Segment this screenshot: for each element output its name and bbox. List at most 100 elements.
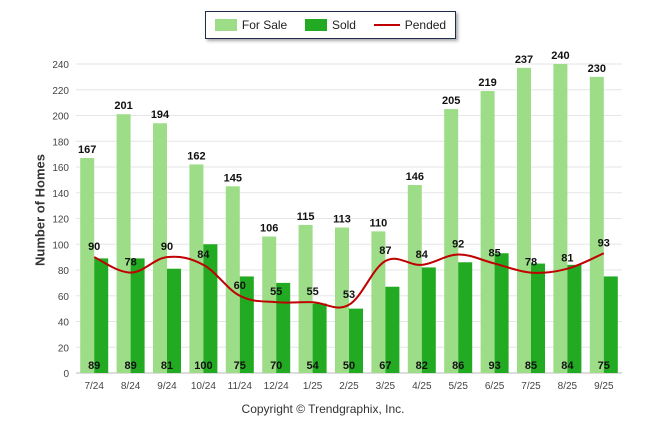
x-tick-label: 8/24 (121, 381, 141, 392)
bar-sold (421, 267, 436, 373)
data-label-sold: 100 (194, 360, 212, 372)
bar-for-sale (517, 67, 531, 374)
y-tick-label: 160 (52, 163, 69, 174)
bar-sold (385, 286, 400, 373)
data-label-pended: 84 (197, 249, 210, 261)
data-label-sold: 81 (161, 360, 173, 372)
bar-for-sale (407, 185, 422, 373)
y-tick-label: 140 (52, 189, 69, 200)
bar-sold (130, 258, 145, 373)
data-label-for-sale: 230 (588, 63, 606, 75)
x-tick-label: 7/24 (84, 381, 104, 392)
data-label-pended: 87 (379, 245, 391, 257)
bar-for-sale (116, 114, 131, 374)
y-tick-label: 240 (52, 60, 69, 71)
bar-for-sale (589, 76, 604, 373)
y-tick-label: 80 (58, 266, 70, 277)
data-label-for-sale: 106 (260, 223, 278, 235)
x-tick-label: 6/25 (485, 381, 505, 392)
data-label-sold: 50 (343, 360, 355, 372)
data-label-sold: 75 (234, 360, 246, 372)
data-label-pended: 81 (561, 253, 573, 265)
bar-for-sale (335, 227, 349, 373)
y-tick-label: 40 (58, 318, 70, 329)
data-label-for-sale: 162 (187, 150, 205, 162)
data-label-for-sale: 113 (333, 214, 351, 226)
y-tick-label: 180 (52, 137, 69, 148)
data-label-for-sale: 219 (478, 77, 496, 89)
y-tick-label: 220 (52, 86, 69, 97)
data-label-sold: 89 (124, 360, 136, 372)
x-tick-label: 8/25 (558, 381, 578, 392)
bar-for-sale (153, 123, 167, 373)
y-tick-label: 0 (63, 369, 69, 380)
y-tick-label: 120 (52, 215, 69, 226)
legend-swatch-pended (373, 24, 400, 26)
bar-for-sale (262, 236, 277, 373)
bar-sold (349, 308, 363, 373)
data-label-pended: 55 (306, 286, 318, 298)
data-label-pended: 90 (161, 241, 173, 253)
bar-for-sale (480, 91, 495, 373)
legend-swatch-sold (304, 19, 327, 31)
legend-item-sold[interactable]: Sold (304, 18, 356, 32)
bar-for-sale (298, 224, 313, 373)
bar-for-sale (444, 109, 459, 373)
data-label-sold: 89 (88, 360, 100, 372)
bar-sold (531, 263, 545, 373)
y-tick-label: 100 (52, 240, 69, 251)
bar-sold (276, 282, 291, 373)
data-label-pended: 78 (124, 257, 136, 269)
data-label-sold: 84 (561, 360, 574, 372)
y-tick-label: 20 (58, 343, 70, 354)
y-tick-label: 60 (58, 292, 70, 303)
bar-for-sale (553, 64, 568, 373)
bar-sold (203, 244, 218, 373)
data-label-sold: 85 (525, 360, 537, 372)
data-label-pended: 60 (234, 280, 246, 292)
x-tick-label: 7/25 (521, 381, 541, 392)
bar-sold (603, 276, 618, 373)
data-label-pended: 78 (525, 257, 537, 269)
bar-sold (312, 303, 327, 373)
data-label-sold: 82 (416, 360, 428, 372)
data-label-pended: 84 (416, 249, 429, 261)
legend-swatch-for-sale (214, 19, 237, 31)
data-label-pended: 55 (270, 286, 282, 298)
legend-item-pended[interactable]: Pended (373, 18, 447, 32)
x-tick-label: 9/24 (157, 381, 177, 392)
data-label-for-sale: 205 (442, 95, 460, 107)
x-tick-label: 9/25 (594, 381, 614, 392)
bar-sold (167, 268, 181, 373)
data-label-for-sale: 201 (114, 100, 132, 112)
x-tick-label: 4/25 (412, 381, 432, 392)
data-label-for-sale: 240 (551, 50, 569, 62)
x-tick-label: 12/24 (264, 381, 289, 392)
bar-for-sale (371, 231, 386, 373)
data-label-pended: 92 (452, 239, 464, 251)
data-label-sold: 70 (270, 360, 282, 372)
legend-label-pended: Pended (404, 18, 447, 32)
data-label-sold: 75 (598, 360, 610, 372)
data-label-for-sale: 110 (370, 217, 388, 229)
data-label-for-sale: 146 (406, 171, 424, 183)
data-label-sold: 86 (452, 360, 464, 372)
legend-item-for-sale[interactable]: For Sale (214, 18, 288, 32)
bar-sold (567, 264, 582, 373)
legend-label-for-sale: For Sale (241, 18, 288, 32)
x-tick-label: 2/25 (339, 381, 359, 392)
x-tick-label: 11/24 (228, 381, 253, 392)
x-tick-label: 10/24 (191, 381, 216, 392)
data-label-sold: 93 (488, 360, 500, 372)
bar-sold (494, 253, 509, 373)
data-label-for-sale: 115 (297, 211, 315, 223)
data-label-pended: 90 (88, 241, 100, 253)
data-label-sold: 54 (306, 360, 319, 372)
bar-for-sale (189, 164, 204, 373)
data-label-for-sale: 237 (515, 54, 533, 66)
chart-legend: For Sale Sold Pended (205, 11, 456, 39)
pended-line (93, 252, 605, 309)
x-tick-label: 5/25 (448, 381, 468, 392)
bar-sold (458, 262, 473, 373)
data-label-pended: 53 (343, 289, 355, 301)
